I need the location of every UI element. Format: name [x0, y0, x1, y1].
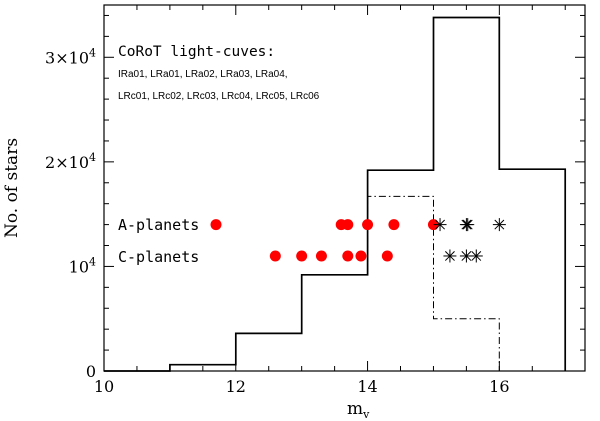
planet-dot-a: [388, 219, 400, 231]
annotation-line-2: LRc01, LRc02, LRc03, LRc04, LRc05, LRc06: [118, 91, 320, 102]
x-tick-label: 14: [357, 377, 377, 396]
y-tick-label-exponent: 4: [89, 151, 96, 164]
planet-dot-c: [315, 250, 327, 262]
y-tick-label: 0: [86, 362, 96, 381]
x-axis-label-sub: v: [362, 408, 370, 421]
planet-dot-a: [342, 219, 354, 231]
series-label-a-planets: A-planets: [118, 216, 199, 234]
planet-dot-a: [427, 219, 439, 231]
y-tick-label-base: 2×10: [45, 153, 89, 172]
y-tick-label: 2×104: [45, 151, 96, 172]
star-stroke: [494, 219, 505, 230]
planet-dot-a: [210, 219, 222, 231]
histogram-solid-line: [104, 16, 567, 372]
planet-dot-c: [296, 250, 308, 262]
y-tick-label-base: 3×10: [45, 48, 89, 67]
star-stroke: [471, 251, 482, 261]
star-stroke: [444, 251, 455, 261]
star-stroke: [461, 251, 472, 261]
planet-dot-a: [362, 219, 374, 231]
planet-dot-c: [269, 250, 281, 262]
y-tick-label-exponent: 4: [89, 46, 96, 59]
x-tick-label: 12: [226, 377, 246, 396]
star-stroke: [435, 219, 445, 230]
y-tick-label: 3×104: [45, 46, 96, 67]
x-tick-label: 10: [94, 377, 114, 396]
annotation-line-1: IRa01, LRa01, LRa02, LRa03, LRa04,: [118, 69, 288, 80]
planet-dot-c: [342, 250, 354, 262]
x-axis-label: mv: [347, 399, 370, 421]
planet-star-a: [433, 218, 447, 232]
planet-dot-c: [381, 250, 393, 262]
planet-star-c: [469, 249, 483, 263]
series-label-c-planets: C-planets: [118, 248, 199, 266]
planet-star-c: [443, 249, 457, 263]
planet-star-a: [492, 218, 506, 232]
x-tick-label: 16: [489, 377, 509, 396]
planet-star-a: [461, 218, 475, 232]
star-stroke: [462, 219, 473, 230]
y-axis-label: No. of stars: [2, 138, 22, 238]
x-axis-label-main: m: [347, 399, 363, 419]
y-tick-label-base: 0: [86, 362, 96, 381]
y-tick-label-exponent: 4: [89, 255, 96, 268]
y-tick-label: 104: [69, 255, 96, 276]
plot-frame: [103, 4, 586, 372]
y-tick-label-base: 10: [69, 257, 89, 276]
annotation-title: CoRoT light-cuves:: [118, 44, 275, 60]
planet-dot-c: [355, 250, 367, 262]
